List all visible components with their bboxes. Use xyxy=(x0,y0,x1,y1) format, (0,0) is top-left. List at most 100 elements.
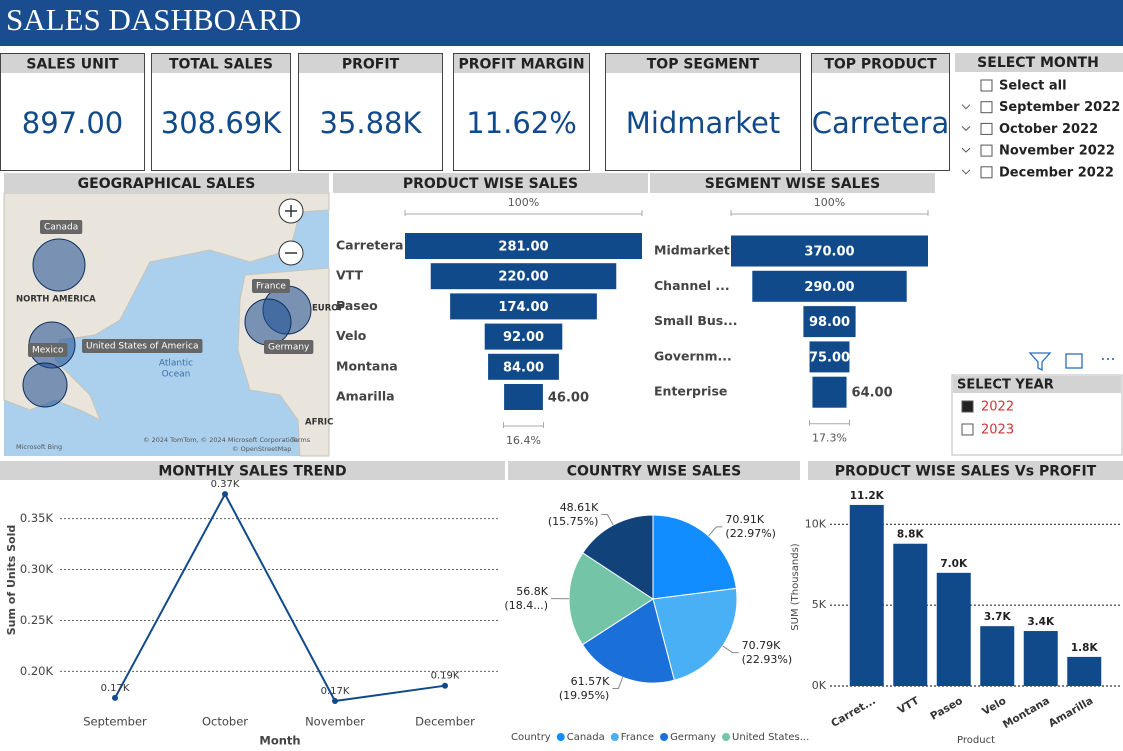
map-label-box xyxy=(82,339,203,353)
x-tick-label: Velo xyxy=(980,695,1008,718)
bar xyxy=(1067,656,1102,686)
checkbox[interactable] xyxy=(980,144,993,157)
data-label: 0.17K xyxy=(101,683,130,694)
funnel-bar xyxy=(752,270,907,302)
map-label: United States of America xyxy=(86,342,198,352)
funnel-category: Velo xyxy=(336,328,367,343)
panel-title: MONTHLY SALES TREND xyxy=(158,464,346,480)
panel-title: PROFIT MARGIN xyxy=(458,57,584,73)
map-label: France xyxy=(256,282,286,292)
panel-title: PRODUCT WISE SALES xyxy=(403,176,578,192)
funnel-value: 92.00 xyxy=(503,330,544,345)
kpi-value: 35.88K xyxy=(319,106,422,140)
checkbox[interactable] xyxy=(980,166,993,179)
map-credit: Microsoft Bing xyxy=(16,443,62,451)
data-label: 48.61K (15.75%) xyxy=(547,500,599,528)
x-tick-label: VTT xyxy=(896,694,922,716)
x-axis-title: Month xyxy=(259,734,300,748)
slicer-item: Select all xyxy=(999,79,1067,94)
slicer-title: SELECT MONTH xyxy=(977,55,1099,71)
slicer-item: 2022 xyxy=(981,400,1014,415)
page-title: SALES DASHBOARD xyxy=(6,2,301,37)
leader-line xyxy=(708,526,723,537)
legend-label: Germany xyxy=(670,732,716,743)
leader-line xyxy=(612,677,624,690)
funnel-value: 281.00 xyxy=(498,240,548,255)
panel-header xyxy=(650,173,935,193)
chevron xyxy=(961,147,971,153)
filter-icon[interactable] xyxy=(1028,352,1052,372)
map-credit: Terms xyxy=(290,436,311,444)
y-tick-label: 5K xyxy=(812,598,827,611)
data-label: 11.2K xyxy=(850,490,885,502)
bar xyxy=(893,543,928,686)
panel-title: COUNTRY WISE SALES xyxy=(567,464,742,480)
more-icon[interactable]: ··· xyxy=(1100,350,1115,369)
panel-header xyxy=(508,461,800,480)
funnel-top-label: 100% xyxy=(814,196,845,209)
bar xyxy=(980,626,1015,686)
funnel-bottom-label: 16.4% xyxy=(506,434,541,447)
data-label: 70.91K (22.97%) xyxy=(725,512,776,540)
checkbox[interactable] xyxy=(961,423,974,436)
funnel-category: Amarilla xyxy=(336,389,395,404)
kpi-value: Carretera xyxy=(812,106,949,140)
line-point xyxy=(442,682,448,689)
panel-header xyxy=(152,54,290,73)
funnel-category: Midmarket xyxy=(654,243,730,258)
funnel-value: 84.00 xyxy=(503,360,544,375)
slicer-header xyxy=(955,53,1123,72)
map-label-box xyxy=(264,340,314,354)
panel-title: TOP PRODUCT xyxy=(824,57,937,73)
funnel-category: Paseo xyxy=(336,298,378,313)
pie-slice xyxy=(568,552,654,646)
checkbox[interactable] xyxy=(980,79,993,92)
panel-header xyxy=(0,461,505,480)
data-label: 3.7K xyxy=(984,611,1012,623)
data-label: 0.37K xyxy=(211,479,240,490)
y-tick-label: 10K xyxy=(805,517,827,530)
map-label: NORTH AMERICA xyxy=(16,295,96,305)
funnel-value: 174.00 xyxy=(498,300,548,315)
funnel-value: 290.00 xyxy=(804,280,854,295)
map-credit: © 2024 TomTom, © 2024 Microsoft Corporat… xyxy=(143,436,298,444)
funnel-value: 98.00 xyxy=(809,315,850,330)
map-label: Atlantic xyxy=(159,359,193,369)
panel-header xyxy=(299,54,442,73)
funnel-bar xyxy=(809,341,850,373)
funnel-bar xyxy=(405,233,642,259)
funnel-category: Enterprise xyxy=(654,384,727,399)
map-bubble xyxy=(22,362,68,408)
kpi-value: Midmarket xyxy=(626,106,780,140)
slicer-item: September 2022 xyxy=(999,100,1120,115)
funnel-bar xyxy=(450,293,597,320)
data-label: 7.0K xyxy=(940,558,968,570)
legend-swatch xyxy=(660,733,669,741)
data-label: 0.19K xyxy=(431,671,460,682)
legend-title: Country xyxy=(511,732,551,743)
x-tick-label: October xyxy=(202,715,248,729)
slicer-title: SELECT YEAR xyxy=(957,378,1054,393)
line-point xyxy=(222,491,228,498)
leader-line xyxy=(601,514,614,526)
focus-icon[interactable] xyxy=(1065,353,1083,369)
funnel-bottom-label: 17.3% xyxy=(812,432,847,445)
checkbox[interactable] xyxy=(980,101,993,114)
slicer-header xyxy=(953,376,1121,393)
checkbox[interactable] xyxy=(961,400,974,413)
map-label-box xyxy=(252,279,290,293)
map-bubble xyxy=(244,298,292,346)
y-tick-label: 0.35K xyxy=(20,511,54,525)
data-label: 56.8K (18.4...) xyxy=(504,584,548,612)
data-label: 70.79K (22.93%) xyxy=(741,638,793,666)
x-tick-label: Carret... xyxy=(829,695,878,730)
funnel-bar xyxy=(731,235,928,267)
map-label: Mexico xyxy=(32,346,64,356)
data-label: 61.57K (19.95%) xyxy=(558,674,610,702)
legend-swatch xyxy=(610,733,619,741)
checkbox[interactable] xyxy=(980,122,993,135)
kpi-value: 11.62% xyxy=(466,106,577,140)
legend-label: Canada xyxy=(567,732,605,743)
header-bar xyxy=(0,0,1123,46)
